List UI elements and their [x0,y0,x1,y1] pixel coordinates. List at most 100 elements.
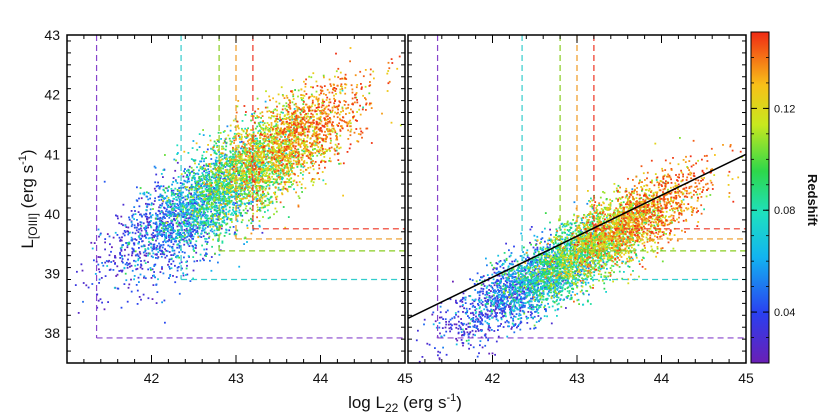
data-point [241,171,244,174]
data-point [215,161,218,163]
data-point [183,229,186,231]
data-point [235,133,238,135]
data-point [247,156,250,159]
data-point [261,142,263,145]
data-point [327,130,330,133]
data-point [297,154,300,156]
data-point [198,227,201,230]
data-point [205,253,208,255]
data-point [82,282,85,284]
data-point [237,153,240,156]
data-point [218,233,221,236]
data-point [255,160,258,162]
data-point [290,131,293,134]
data-point [327,133,330,136]
data-point [256,116,259,119]
data-point [185,202,188,204]
data-point [192,269,195,272]
data-point [261,177,264,180]
data-point [143,227,146,229]
data-point [262,156,264,159]
data-point [203,210,205,213]
data-point [239,156,241,159]
data-point [288,170,290,173]
data-point [271,151,274,154]
data-point [325,112,328,115]
data-point [215,142,218,145]
data-point [180,192,183,194]
data-point [100,277,103,279]
data-point [150,226,153,229]
data-point [161,217,163,220]
data-point [289,101,291,104]
data-point [246,147,248,150]
data-point [305,140,308,143]
data-point [98,282,100,284]
data-point [213,232,215,235]
data-point [168,185,170,188]
data-point [219,169,222,171]
data-point [288,136,290,139]
data-point [215,186,218,189]
data-point [298,181,301,183]
data-point [311,154,313,156]
data-point [309,154,312,157]
data-point [156,229,158,232]
data-point [312,155,314,157]
data-point [159,212,162,215]
data-point [157,256,160,258]
data-point [328,128,331,131]
data-point [225,161,228,164]
data-point [203,196,206,198]
data-point [254,178,257,180]
data-point [215,162,218,165]
data-point [305,168,307,171]
data-point [277,164,280,167]
data-point [280,135,282,138]
data-point [240,203,242,206]
data-point [224,214,227,217]
data-point [292,131,295,133]
data-point [281,108,284,111]
data-point [219,185,222,188]
data-point [231,162,234,165]
data-point [227,190,230,193]
data-point [221,181,224,183]
data-point [264,139,267,141]
data-point [234,151,236,154]
data-point [185,206,188,209]
data-point [244,236,247,239]
data-point [250,222,253,225]
data-point [205,231,207,234]
data-point [127,286,130,289]
data-point [265,194,268,197]
data-point [237,127,240,130]
data-point [134,260,137,263]
data-point [184,187,187,190]
data-point [167,210,169,213]
data-point [279,119,281,122]
data-point [282,170,284,173]
data-point [245,132,247,135]
data-point [209,193,212,195]
data-point [355,86,358,89]
data-point [127,263,130,265]
data-point [312,168,315,171]
data-point [297,106,299,109]
data-point [167,211,170,214]
data-point [351,88,354,91]
data-point [232,169,235,171]
data-point [133,224,136,227]
data-point [275,129,277,132]
data-point [304,146,306,148]
data-point [256,188,258,190]
data-point [203,185,206,188]
data-point [337,108,339,111]
data-point [226,222,229,225]
data-point [231,168,234,170]
data-point [147,244,150,246]
data-point [309,106,311,109]
data-point [316,144,318,147]
data-point [186,198,189,201]
data-point [210,269,213,272]
